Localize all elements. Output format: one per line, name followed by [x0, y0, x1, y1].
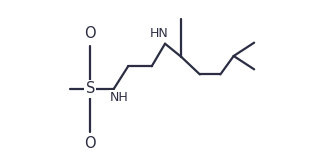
Text: HN: HN	[150, 27, 168, 40]
Text: NH: NH	[110, 91, 129, 104]
Text: S: S	[86, 81, 95, 96]
Text: O: O	[84, 26, 96, 41]
Text: O: O	[84, 136, 96, 151]
